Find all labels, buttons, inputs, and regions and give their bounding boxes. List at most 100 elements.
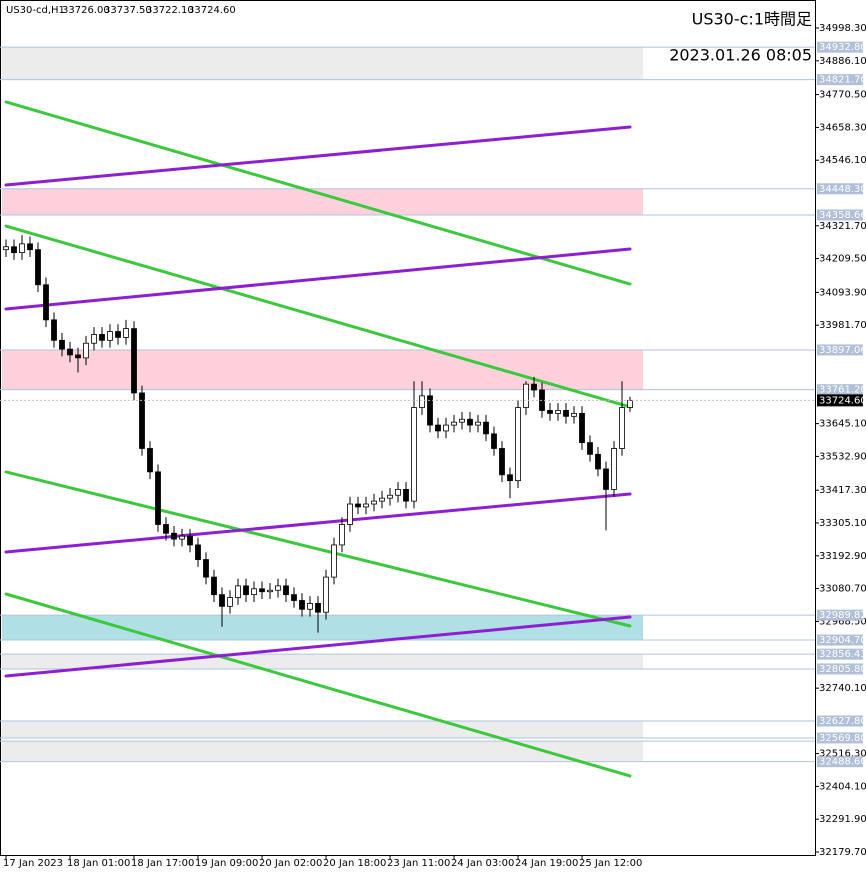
x-tick-label: 17 Jan 2023 — [3, 858, 63, 869]
candle-body — [419, 395, 425, 408]
candle-body — [483, 421, 489, 435]
candle-body — [355, 503, 361, 508]
level-label: 32989.82 — [819, 610, 866, 621]
chart-title: US30-c:1時間足 — [692, 10, 812, 29]
level-label-bg — [817, 732, 863, 744]
y-tick-label: 34770.50 — [819, 90, 866, 101]
level-label-bg — [817, 74, 863, 86]
candle-body — [155, 471, 161, 525]
candle-body — [171, 532, 177, 540]
candle-body — [603, 468, 609, 490]
zone — [2, 741, 643, 762]
candle-body — [291, 594, 297, 601]
candle-body — [379, 497, 385, 502]
candle-body — [251, 588, 257, 596]
level-label-bg — [817, 344, 863, 356]
candle-body — [99, 334, 105, 341]
y-tick-label: 34321.70 — [819, 221, 866, 232]
candle-body — [211, 576, 217, 596]
y-tick-label: 34546.10 — [819, 155, 866, 166]
zone — [2, 654, 643, 669]
candle-body — [427, 395, 433, 426]
candle-body — [515, 407, 521, 482]
candle-body — [507, 474, 513, 482]
candle-body — [331, 544, 337, 578]
candle-body — [475, 421, 481, 426]
candle-body — [571, 412, 577, 417]
level-label: 32569.80 — [819, 733, 866, 744]
y-tick-label: 32740.10 — [819, 683, 866, 694]
level-label: 32627.80 — [819, 716, 866, 727]
level-label: 32488.60 — [819, 757, 866, 768]
candle-body — [619, 407, 625, 449]
header-open: 33726.00 — [62, 5, 110, 16]
header-low: 33722.10 — [146, 5, 194, 16]
zone — [2, 615, 643, 641]
candle-body — [3, 246, 9, 251]
y-tick-label: 32291.90 — [819, 814, 866, 825]
x-tick-label: 18 Jan 01:00 — [67, 858, 130, 869]
level-label: 32856.43 — [819, 649, 866, 660]
candle-body — [451, 421, 457, 426]
candle-body — [403, 489, 409, 502]
candle-body — [491, 433, 497, 449]
candle-body — [411, 407, 417, 502]
y-tick-label: 33080.70 — [819, 584, 866, 595]
candle-body — [315, 603, 321, 613]
x-tick-label: 25 Jan 12:00 — [579, 858, 642, 869]
candle-body — [267, 589, 273, 593]
level-label-bg — [817, 648, 863, 660]
candle-body — [499, 448, 505, 476]
candle-body — [371, 500, 377, 505]
candle-body — [11, 246, 17, 254]
candle-body — [115, 331, 121, 338]
candle-body — [163, 524, 169, 534]
candle-body — [523, 383, 529, 408]
y-tick-label: 34998.30 — [819, 23, 866, 34]
level-label-bg — [817, 715, 863, 727]
level-label-bg — [817, 209, 863, 221]
candle-body — [75, 354, 81, 359]
candle-body — [179, 535, 185, 540]
candle-body — [243, 585, 249, 596]
candle-body — [363, 503, 369, 508]
y-tick-label: 34886.10 — [819, 56, 866, 67]
trend-line — [4, 125, 632, 187]
candle-body — [443, 424, 449, 432]
y-tick-label: 34209.50 — [819, 254, 866, 265]
candle-body — [339, 524, 345, 546]
symbol: US30-cd,H1 — [6, 5, 65, 16]
candle-body — [195, 544, 201, 560]
candle-body — [547, 410, 553, 414]
candle-body — [91, 334, 97, 344]
level-label: 33761.20 — [819, 385, 866, 396]
last-price-label: 33724.60 — [819, 395, 866, 406]
candle-body — [19, 243, 25, 254]
candle-body — [387, 494, 393, 499]
y-tick-label: 34658.30 — [819, 122, 866, 133]
candle-body — [187, 535, 193, 546]
level-label: 34358.66 — [819, 210, 866, 221]
candle-body — [283, 585, 289, 596]
trend-line — [4, 247, 632, 311]
timestamp: 2023.01.26 08:05 — [669, 46, 812, 65]
candle-body — [459, 418, 465, 423]
y-tick-label: 33192.90 — [819, 551, 866, 562]
candle-body — [579, 412, 585, 444]
trend-line — [4, 470, 632, 628]
level-label: 33897.06 — [819, 345, 866, 356]
header-close: 33724.60 — [188, 5, 236, 16]
candle-body — [299, 600, 305, 610]
candle-body — [555, 410, 561, 414]
candle-body — [131, 328, 137, 394]
level-label-bg — [817, 183, 863, 195]
x-tick-label: 23 Jan 11:00 — [387, 858, 450, 869]
candle-body — [275, 585, 281, 591]
plot-frame — [0, 0, 816, 856]
level-label-bg — [817, 663, 863, 675]
candle-body — [139, 392, 145, 449]
candle-body — [203, 559, 209, 578]
candle-body — [43, 284, 49, 321]
trend-line — [4, 592, 632, 778]
